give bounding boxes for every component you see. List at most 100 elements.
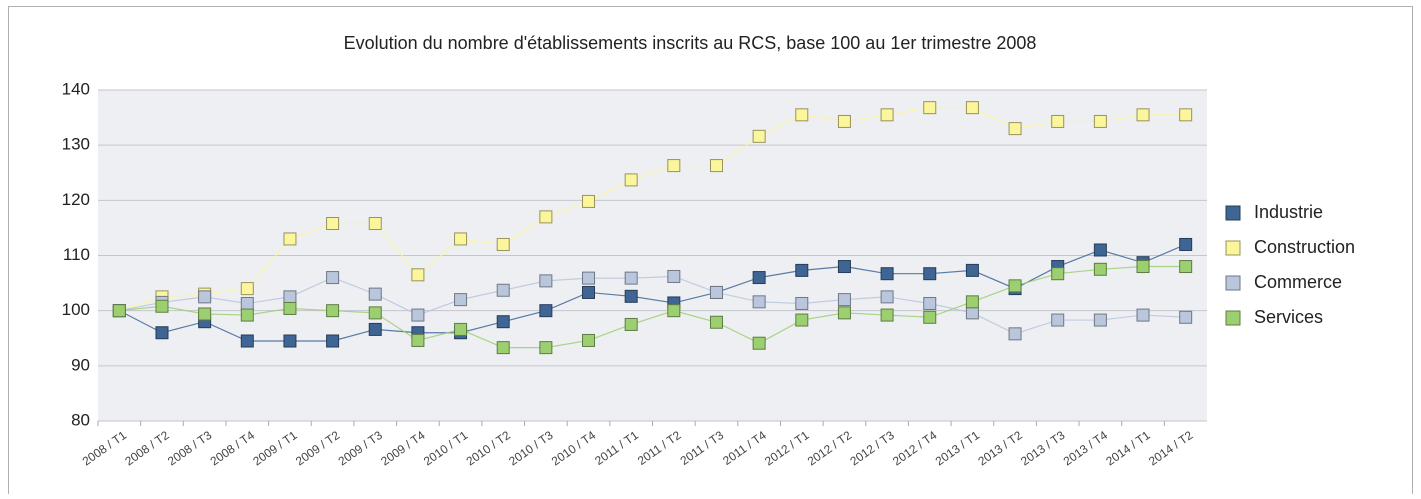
point (539, 210, 553, 224)
point (880, 108, 894, 122)
point (1093, 114, 1107, 128)
point (923, 310, 937, 324)
point (795, 296, 809, 310)
point (411, 308, 425, 322)
point (155, 326, 169, 340)
point (752, 129, 766, 143)
point (198, 307, 212, 321)
point (496, 283, 510, 297)
point (965, 101, 979, 115)
series-line (119, 107, 1186, 312)
point (496, 237, 510, 251)
legend-swatch (1225, 205, 1241, 221)
point (326, 304, 340, 318)
y-tick-label: 80 (71, 410, 90, 429)
point (1093, 262, 1107, 276)
point (1051, 114, 1065, 128)
legend-label: Services (1254, 307, 1323, 327)
point (1051, 267, 1065, 281)
point (624, 173, 638, 187)
point (923, 296, 937, 310)
point (837, 293, 851, 307)
point (283, 301, 297, 315)
point (240, 282, 254, 296)
point (326, 217, 340, 231)
point (368, 322, 382, 336)
point (454, 322, 468, 336)
point (411, 333, 425, 347)
point (1051, 313, 1065, 327)
point (496, 341, 510, 355)
point (1008, 122, 1022, 136)
point (795, 313, 809, 327)
point (752, 336, 766, 350)
point (368, 306, 382, 320)
legend-label: Industrie (1254, 202, 1323, 222)
point (198, 290, 212, 304)
point (326, 334, 340, 348)
point (496, 315, 510, 329)
point (923, 267, 937, 281)
point (283, 334, 297, 348)
point (752, 295, 766, 309)
point (965, 295, 979, 309)
point (368, 217, 382, 231)
legend-swatch (1225, 240, 1241, 256)
point (283, 232, 297, 246)
point (795, 108, 809, 122)
point (1179, 108, 1193, 122)
y-tick-label: 120 (62, 190, 90, 209)
point (880, 290, 894, 304)
series-line (119, 265, 1186, 349)
point (837, 114, 851, 128)
point (965, 263, 979, 277)
point (624, 289, 638, 303)
point (411, 268, 425, 282)
point (368, 287, 382, 301)
y-tick-label: 110 (63, 245, 90, 264)
point (582, 333, 596, 347)
point (709, 285, 723, 299)
series-line (119, 243, 1186, 342)
y-tick-label: 100 (62, 300, 90, 319)
point (539, 274, 553, 288)
point (1179, 260, 1193, 274)
point (923, 101, 937, 115)
series-line (119, 275, 1186, 335)
point (539, 304, 553, 318)
point (965, 306, 979, 320)
point (155, 299, 169, 313)
point (795, 263, 809, 277)
point (667, 304, 681, 318)
point (1008, 327, 1022, 341)
point (837, 306, 851, 320)
point (454, 232, 468, 246)
point (1179, 237, 1193, 251)
point (454, 293, 468, 307)
point (624, 271, 638, 285)
point (1093, 243, 1107, 257)
point (240, 334, 254, 348)
point (240, 308, 254, 322)
point (112, 304, 126, 318)
point (837, 260, 851, 274)
point (539, 341, 553, 355)
legend-label: Construction (1254, 237, 1355, 257)
point (624, 317, 638, 331)
point (326, 271, 340, 285)
point (1179, 310, 1193, 324)
legend-swatch (1225, 310, 1241, 326)
point (1093, 313, 1107, 327)
point (582, 271, 596, 285)
chart-title: Evolution du nombre d'établissements ins… (344, 33, 1037, 53)
point (709, 315, 723, 329)
point (582, 285, 596, 299)
point (709, 159, 723, 173)
point (1136, 260, 1150, 274)
legend-swatch (1225, 275, 1241, 291)
y-tick-label: 90 (71, 355, 90, 374)
y-tick-label: 130 (62, 135, 90, 154)
point (1136, 308, 1150, 322)
point (1136, 108, 1150, 122)
